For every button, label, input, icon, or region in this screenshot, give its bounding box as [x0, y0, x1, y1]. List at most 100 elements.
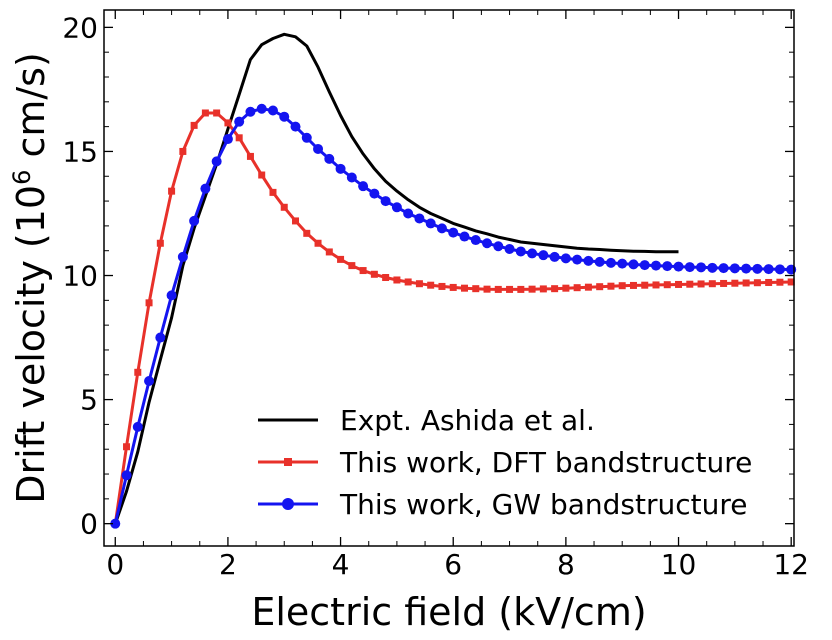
- legend-label-1: This work, DFT bandstructure: [339, 446, 752, 479]
- dft-data-point: [438, 282, 446, 290]
- gw-data-point: [527, 248, 538, 259]
- x-tick-label: 4: [332, 548, 350, 581]
- gw-data-point: [763, 264, 774, 275]
- dft-data-point: [675, 280, 683, 288]
- dft-data-point: [235, 134, 243, 142]
- dft-data-point: [629, 281, 637, 289]
- gw-data-point: [369, 188, 380, 199]
- dft-data-point: [517, 285, 525, 293]
- gw-data-point: [301, 132, 312, 143]
- gw-data-point: [403, 208, 414, 219]
- gw-data-point: [538, 250, 549, 261]
- gw-data-point: [358, 181, 369, 192]
- tick-layer: 0 2 4 6 8 10 12 0 5 10 15 20: [62, 10, 809, 581]
- gw-data-point: [662, 261, 673, 272]
- x-tick-label: 8: [557, 548, 575, 581]
- y-tick-label: 10: [62, 260, 98, 293]
- dft-data-point: [483, 285, 491, 293]
- gw-data-point: [628, 259, 639, 270]
- gw-data-point: [459, 231, 470, 242]
- gw-data-point: [673, 261, 684, 272]
- gw-data-point: [718, 263, 729, 274]
- dft-data-point: [539, 285, 547, 293]
- dft-data-point: [415, 280, 423, 288]
- dft-data-point: [269, 188, 277, 196]
- dft-data-point: [720, 279, 728, 287]
- dft-data-point: [641, 281, 649, 289]
- y-axis-title-superscript: 6: [8, 170, 36, 185]
- dft-data-point: [427, 281, 435, 289]
- legend-label-2: This work, GW bandstructure: [339, 488, 747, 521]
- gw-data-point: [414, 213, 425, 224]
- dft-data-point: [404, 278, 412, 286]
- gw-data-point: [729, 263, 740, 274]
- dft-data-point: [337, 255, 345, 263]
- dft-data-point: [224, 119, 232, 127]
- gw-data-point: [482, 238, 493, 249]
- gw-data-point: [560, 253, 571, 264]
- dft-data-point: [494, 285, 502, 293]
- gw-data-point: [245, 106, 256, 117]
- gw-data-point: [752, 263, 763, 274]
- dft-data-point: [449, 283, 457, 291]
- dft-data-point: [145, 299, 153, 307]
- dft-data-point: [708, 280, 716, 288]
- dft-data-point: [246, 152, 254, 160]
- legend-marker-square: [284, 458, 292, 466]
- gw-data-point: [639, 260, 650, 271]
- dft-data-point: [382, 274, 390, 282]
- y-tick-label: 20: [62, 11, 98, 44]
- dft-data-point: [179, 147, 187, 155]
- gw-data-point: [425, 218, 436, 229]
- gw-data-point: [515, 246, 526, 257]
- series-line-0: [113, 32, 679, 525]
- dft-data-point: [348, 262, 356, 270]
- dft-data-point: [607, 282, 615, 290]
- dft-data-point: [292, 217, 300, 225]
- gw-data-point: [324, 153, 335, 164]
- dft-data-point: [156, 239, 164, 247]
- gw-data-point: [391, 202, 402, 213]
- gw-data-point: [200, 183, 211, 194]
- dft-data-point: [573, 284, 581, 292]
- dft-data-point: [618, 282, 626, 290]
- plot-frame: [103, 9, 795, 547]
- gw-data-point: [380, 196, 391, 207]
- legend-label-0: Expt. Ashida et al.: [340, 404, 595, 437]
- gw-data-point: [211, 156, 222, 167]
- dft-data-point: [765, 278, 773, 286]
- gw-data-point: [234, 116, 245, 127]
- dft-data-point: [134, 368, 142, 376]
- x-axis-title: Electric field (kV/cm): [251, 590, 646, 634]
- dft-data-point: [506, 285, 514, 293]
- x-tick-label: 10: [661, 548, 697, 581]
- gw-data-point: [121, 470, 132, 481]
- legend: Expt. Ashida et al. This work, DFT bandst…: [258, 404, 752, 521]
- gw-data-point: [177, 251, 188, 262]
- x-tick-label: 12: [773, 548, 809, 581]
- x-tick-label: 6: [444, 548, 462, 581]
- gw-data-point: [707, 262, 718, 273]
- gw-data-point: [189, 215, 200, 226]
- gw-data-point: [741, 263, 752, 274]
- gw-data-point: [290, 121, 301, 132]
- dft-data-point: [787, 278, 795, 286]
- dft-data-point: [213, 109, 221, 117]
- gw-data-point: [222, 134, 233, 145]
- gw-data-point: [256, 103, 267, 114]
- gw-data-point: [335, 163, 346, 174]
- dft-data-point: [325, 248, 333, 256]
- gw-data-point: [549, 251, 560, 262]
- gw-data-point: [572, 254, 583, 265]
- gw-data-point: [684, 262, 695, 273]
- gw-data-point: [448, 227, 459, 238]
- gw-data-point: [651, 260, 661, 271]
- dft-data-point: [528, 285, 536, 293]
- dft-data-point: [370, 270, 378, 278]
- dft-data-point: [258, 171, 266, 179]
- dft-data-point: [596, 283, 604, 291]
- y-tick-label: 5: [80, 384, 98, 417]
- dft-data-point: [359, 267, 367, 275]
- gw-data-point: [166, 290, 177, 301]
- dft-data-point: [551, 285, 559, 293]
